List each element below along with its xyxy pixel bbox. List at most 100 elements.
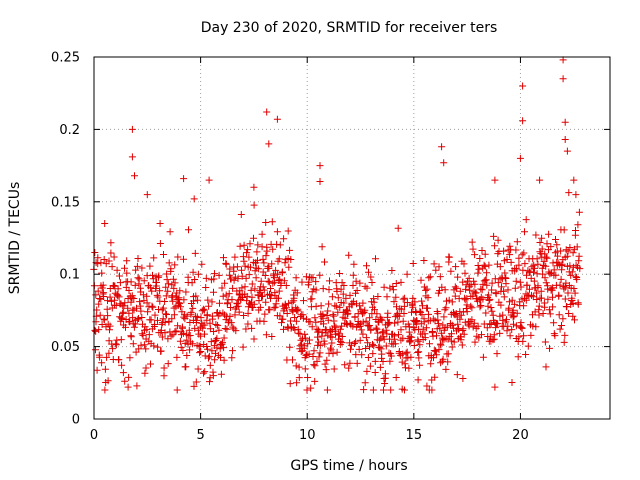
data-point — [158, 333, 166, 341]
data-point — [190, 382, 198, 390]
data-point — [575, 208, 583, 216]
data-point — [529, 322, 537, 330]
data-point — [426, 273, 434, 281]
data-point — [474, 262, 482, 269]
data-point — [171, 261, 179, 269]
data-point — [576, 265, 584, 273]
data-point — [263, 108, 271, 116]
data-point — [149, 271, 156, 279]
data-point — [338, 333, 346, 340]
data-point — [477, 285, 485, 293]
data-point — [267, 294, 274, 302]
data-point — [549, 293, 556, 301]
data-point — [454, 273, 462, 281]
data-point — [376, 344, 384, 352]
data-point — [121, 299, 129, 307]
data-point — [399, 350, 407, 358]
chart-title: Day 230 of 2020, SRMTID for receiver ter… — [201, 20, 498, 36]
data-point — [376, 363, 384, 371]
data-point — [400, 310, 408, 317]
data-point — [201, 330, 208, 338]
data-point — [471, 251, 479, 259]
data-point — [387, 386, 395, 394]
data-point — [319, 285, 327, 293]
data-point — [434, 310, 442, 318]
data-point — [394, 318, 402, 326]
data-point — [454, 320, 462, 328]
data-point — [350, 340, 358, 347]
data-point — [394, 309, 402, 317]
data-point — [176, 300, 184, 308]
data-point — [117, 336, 125, 344]
data-point — [100, 316, 108, 324]
data-point — [238, 284, 246, 292]
y-tick-label: 0 — [72, 413, 80, 428]
data-point — [432, 266, 440, 274]
data-point — [521, 260, 529, 268]
data-point — [507, 258, 515, 266]
data-point — [474, 269, 482, 277]
data-point — [571, 289, 579, 297]
data-point — [244, 320, 252, 328]
data-point — [403, 270, 411, 278]
data-point — [478, 247, 486, 254]
data-point — [98, 359, 106, 367]
data-point — [549, 284, 557, 292]
data-point — [219, 339, 226, 347]
data-point — [379, 358, 387, 365]
data-point — [453, 371, 461, 379]
data-point — [348, 301, 356, 309]
data-point — [198, 260, 206, 268]
data-point — [242, 274, 250, 282]
data-point — [465, 322, 473, 330]
data-point — [153, 291, 161, 299]
data-point — [327, 344, 334, 352]
data-point — [173, 386, 181, 394]
data-point — [537, 287, 545, 295]
data-point — [524, 342, 532, 350]
data-point — [420, 257, 428, 264]
data-point — [162, 310, 170, 318]
data-point — [425, 310, 432, 318]
data-point — [227, 304, 234, 311]
data-point — [490, 232, 498, 240]
data-point — [417, 276, 425, 284]
data-point — [478, 286, 486, 294]
data-point — [111, 296, 118, 304]
data-point — [515, 254, 523, 262]
data-point — [192, 378, 200, 386]
data-point — [150, 342, 158, 350]
data-point — [262, 298, 270, 306]
data-point — [560, 226, 568, 234]
data-point — [98, 284, 106, 292]
data-point — [316, 178, 324, 185]
data-point — [357, 326, 365, 334]
data-point — [289, 308, 297, 316]
data-point — [414, 349, 422, 356]
data-point — [321, 258, 328, 266]
data-point — [388, 267, 396, 274]
data-point — [530, 268, 537, 276]
data-point — [323, 356, 331, 364]
data-point — [308, 323, 316, 331]
data-point — [363, 262, 370, 270]
data-point — [358, 351, 366, 359]
data-point — [521, 228, 528, 236]
data-point — [572, 261, 580, 269]
data-point — [392, 293, 400, 301]
data-point — [210, 275, 218, 283]
y-axis-label: SRMTID / TECUs — [7, 182, 23, 295]
data-point — [449, 321, 457, 329]
data-point — [402, 364, 409, 372]
data-point — [479, 280, 487, 288]
data-point — [205, 302, 213, 310]
data-point — [349, 322, 357, 330]
data-point — [93, 366, 101, 374]
data-point — [374, 293, 382, 300]
data-point — [212, 336, 220, 344]
data-point — [345, 251, 353, 259]
data-point — [229, 347, 236, 355]
data-point — [173, 353, 181, 361]
data-point — [499, 316, 507, 324]
data-point — [252, 274, 260, 282]
